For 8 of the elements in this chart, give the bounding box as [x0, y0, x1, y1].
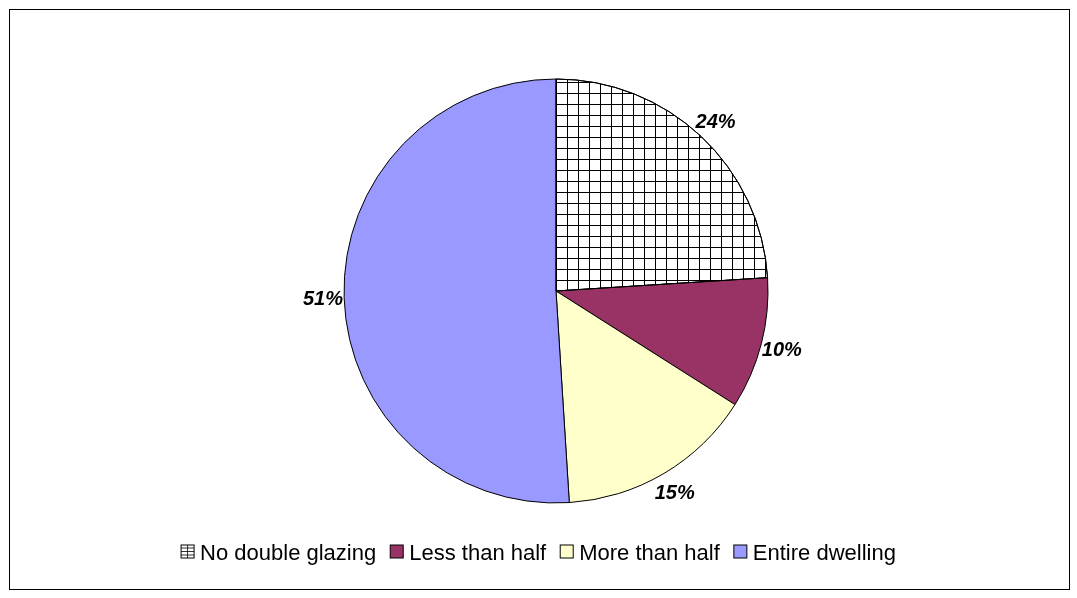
- legend-label: More than half: [579, 539, 721, 565]
- data-label: 15%: [654, 480, 695, 503]
- data-label: 10%: [761, 337, 803, 360]
- legend-label: Entire dwelling: [752, 539, 896, 565]
- legend-label: No double glazing: [200, 539, 377, 565]
- data-label: 24%: [694, 110, 736, 132]
- legend-label: Less than half: [409, 539, 548, 565]
- data-label: 51%: [302, 287, 344, 310]
